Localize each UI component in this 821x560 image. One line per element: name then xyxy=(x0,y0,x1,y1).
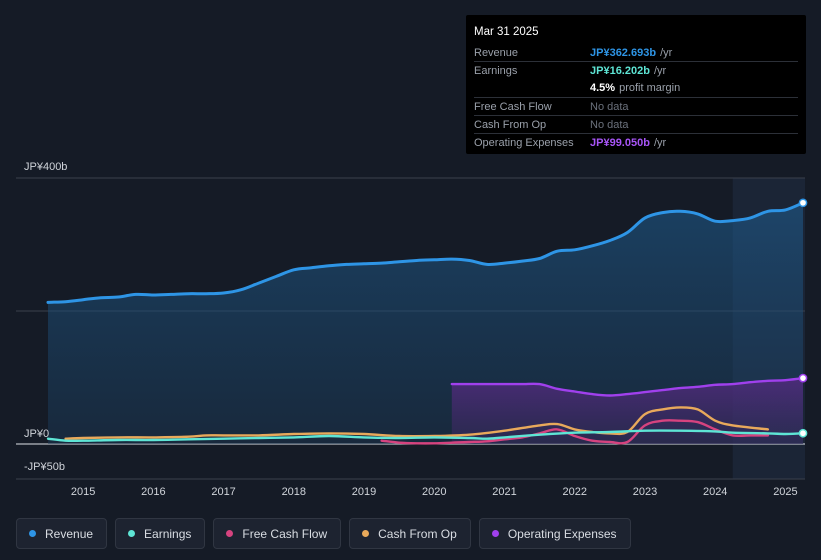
legend-item-operating-expenses[interactable]: Operating Expenses xyxy=(478,518,631,549)
tooltip-unit: /yr xyxy=(653,137,667,150)
tooltip-unit: /yr xyxy=(660,46,673,59)
legend-label: Free Cash Flow xyxy=(242,526,328,541)
y-tick-label-0: JP¥0 xyxy=(24,428,49,440)
legend: Revenue Earnings Free Cash Flow Cash Fro… xyxy=(16,518,631,549)
x-tick-label: 2015 xyxy=(71,486,95,498)
tooltip-unit: profit margin xyxy=(619,82,681,95)
tooltip-row-revenue: Revenue JP¥362.693b/yr xyxy=(474,44,798,61)
y-axis-labels: JP¥400b JP¥0 -JP¥50b xyxy=(24,161,67,473)
tooltip-row-cfo: Cash From Op No data xyxy=(474,115,798,133)
earnings-endpoint xyxy=(798,428,808,438)
revenue-area xyxy=(48,202,803,444)
tooltip-value: No data xyxy=(590,100,629,113)
y-tick-label-400: JP¥400b xyxy=(24,161,67,173)
tooltip: Mar 31 2025 Revenue JP¥362.693b/yr Earni… xyxy=(466,15,806,154)
legend-label: Cash From Op xyxy=(378,526,457,541)
legend-item-cash-from-op[interactable]: Cash From Op xyxy=(349,518,471,549)
x-tick-label: 2023 xyxy=(633,486,657,498)
legend-item-earnings[interactable]: Earnings xyxy=(115,518,206,549)
operating-expenses-endpoint xyxy=(798,373,808,383)
x-tick-label: 2025 xyxy=(773,486,797,498)
operating-expenses-dot-icon xyxy=(491,530,499,537)
tooltip-row-fcf: Free Cash Flow No data xyxy=(474,96,798,115)
revenue-line xyxy=(46,201,805,304)
tooltip-label: Revenue xyxy=(474,46,519,59)
series-areas xyxy=(48,202,803,444)
operating-expenses-line xyxy=(450,376,805,397)
x-tick-label: 2024 xyxy=(703,486,727,498)
revenue-dot-icon xyxy=(29,530,36,537)
legend-label: Revenue xyxy=(45,526,94,541)
x-axis-labels: 2015 2016 2017 2018 2019 2020 2021 2022 2023 2024… xyxy=(71,486,798,498)
tooltip-unit: /yr xyxy=(653,64,667,77)
tooltip-label: Earnings xyxy=(474,64,518,77)
free-cash-flow-dot-icon xyxy=(226,530,234,537)
free-cash-flow-line xyxy=(380,419,770,445)
x-tick-label: 2019 xyxy=(352,486,376,498)
x-tick-label: 2017 xyxy=(211,486,235,498)
x-tick-label: 2021 xyxy=(492,486,516,498)
legend-label: Operating Expenses xyxy=(507,526,617,541)
tooltip-row-opex: Operating Expenses JP¥99.050b/yr xyxy=(474,133,798,151)
x-tick-label: 2022 xyxy=(563,486,587,498)
x-tick-label: 2016 xyxy=(141,486,165,498)
tooltip-row-margin: 4.5% profit margin xyxy=(474,80,798,97)
revenue-endpoint xyxy=(798,198,808,208)
cash-from-op-line xyxy=(64,406,770,440)
legend-label: Earnings xyxy=(144,526,192,541)
x-tick-label: 2020 xyxy=(422,486,446,498)
earnings-line xyxy=(46,429,805,443)
tooltip-date: Mar 31 2025 xyxy=(474,26,539,38)
legend-item-revenue[interactable]: Revenue xyxy=(16,518,108,549)
tooltip-label: Operating Expenses xyxy=(474,137,574,150)
earnings-dot-icon xyxy=(128,530,136,537)
legend-item-free-cash-flow[interactable]: Free Cash Flow xyxy=(213,518,342,549)
tooltip-value: 4.5% xyxy=(590,82,616,95)
cash-from-op-dot-icon xyxy=(362,530,370,537)
x-tick-label: 2018 xyxy=(282,486,306,498)
series-endpoints xyxy=(798,198,808,438)
tooltip-label: Cash From Op xyxy=(474,118,547,131)
tooltip-row-earnings: Earnings JP¥16.202b/yr xyxy=(474,61,798,79)
tooltip-value: JP¥16.202b xyxy=(590,64,650,77)
tooltip-value: JP¥362.693b xyxy=(590,46,657,59)
tooltip-value: JP¥99.050b xyxy=(590,137,650,150)
operating-expenses-area xyxy=(451,378,803,444)
tooltip-label: Free Cash Flow xyxy=(474,100,552,113)
tooltip-value: No data xyxy=(590,118,629,131)
y-tick-label-neg50: -JP¥50b xyxy=(24,461,65,473)
series-lines xyxy=(46,201,805,445)
